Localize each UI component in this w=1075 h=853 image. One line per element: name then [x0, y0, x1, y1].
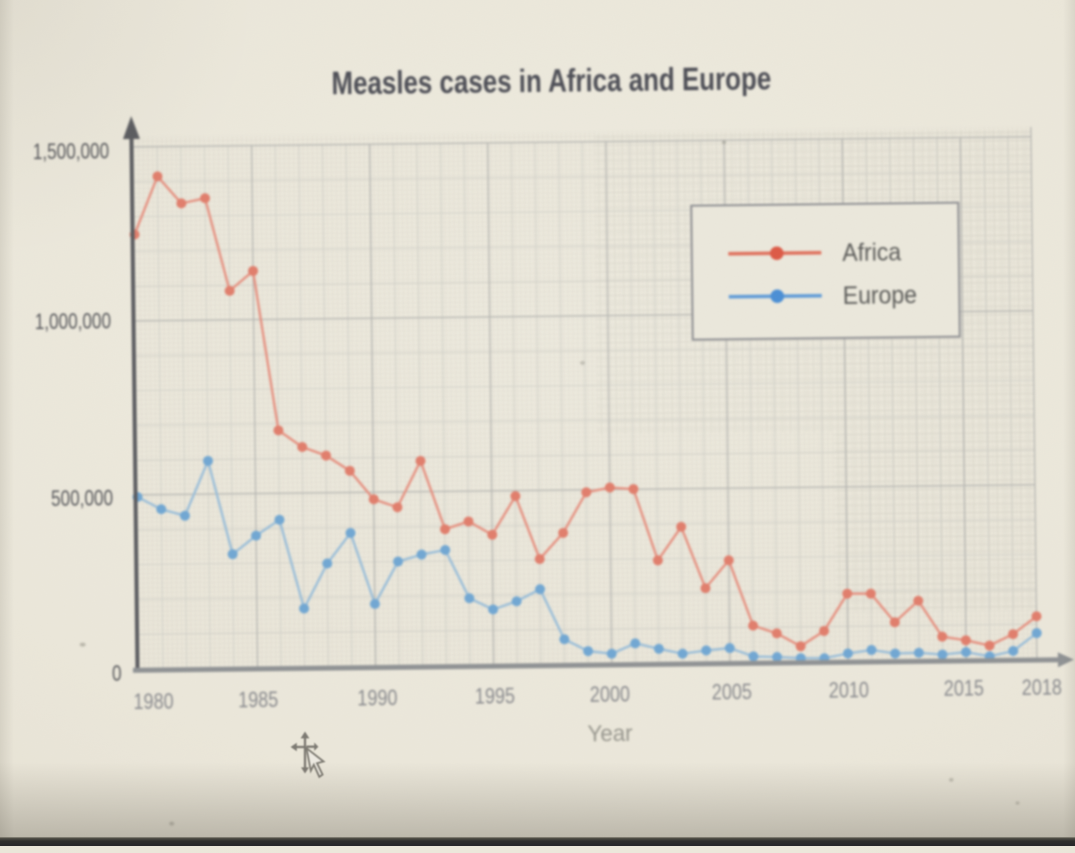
svg-text:Year: Year	[587, 719, 633, 746]
svg-text:2005: 2005	[712, 680, 752, 705]
svg-text:1,000,000: 1,000,000	[35, 309, 112, 334]
svg-text:1990: 1990	[357, 686, 397, 711]
svg-text:1985: 1985	[238, 688, 278, 713]
svg-text:1980: 1980	[133, 690, 173, 715]
svg-text:2010: 2010	[829, 679, 869, 704]
svg-text:Europe: Europe	[843, 281, 917, 310]
svg-text:0: 0	[112, 662, 122, 687]
svg-text:Measles cases in Africa and Eu: Measles cases in Africa and Europe	[331, 62, 771, 102]
svg-text:1,500,000: 1,500,000	[33, 139, 110, 164]
svg-text:2015: 2015	[944, 677, 984, 702]
svg-text:Africa: Africa	[842, 238, 902, 267]
svg-text:1995: 1995	[475, 685, 515, 710]
svg-text:500,000: 500,000	[51, 486, 113, 511]
svg-text:2018: 2018	[1022, 676, 1062, 701]
svg-text:2000: 2000	[590, 683, 630, 708]
